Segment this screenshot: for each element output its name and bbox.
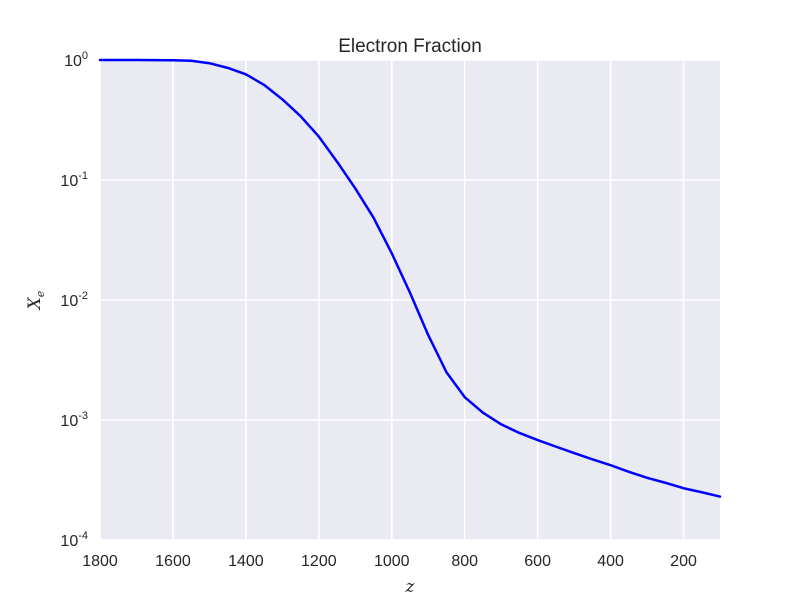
x-tick-label: 1000: [374, 553, 410, 570]
y-tick-label: 100: [64, 50, 88, 70]
y-tick-label: 10-1: [60, 170, 88, 190]
x-tick-label: 1600: [155, 553, 191, 570]
x-tick-labels: 1800 1600 1400 1200 1000 800 600 400 200: [82, 553, 697, 570]
chart-title: Electron Fraction: [338, 36, 482, 57]
x-tick-label: 1800: [82, 553, 118, 570]
y-tick-label: 10-2: [60, 290, 88, 310]
y-axis-label-subscript: e: [34, 290, 47, 297]
y-tick-label: 10-4: [60, 530, 88, 550]
x-tick-label: 1400: [228, 553, 264, 570]
y-axis-label: Xe: [25, 290, 47, 311]
x-tick-label: 400: [597, 553, 624, 570]
y-tick-labels: 100 10-1 10-2 10-3 10-4: [60, 50, 88, 550]
x-tick-label: 1200: [301, 553, 337, 570]
y-tick-label: 10-3: [60, 410, 88, 430]
electron-fraction-curve: [98, 58, 722, 498]
x-tick-label: 200: [670, 553, 697, 570]
x-axis-label: z: [405, 577, 416, 597]
y-axis-label-main: X: [25, 296, 45, 311]
x-tick-label: 800: [451, 553, 478, 570]
x-tick-label: 600: [524, 553, 551, 570]
grid-lines: [99, 59, 720, 541]
